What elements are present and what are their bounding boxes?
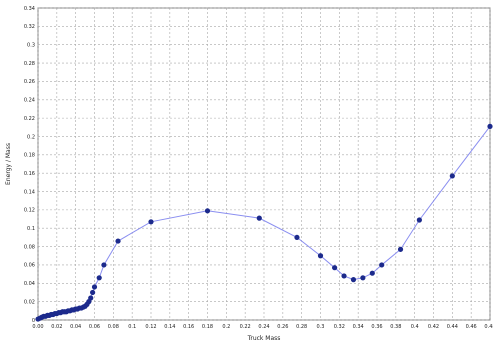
x-tick-label: 0.1 xyxy=(128,324,136,330)
x-tick-label: 0.02 xyxy=(51,324,62,330)
data-point xyxy=(360,275,366,281)
y-tick-label: 0.26 xyxy=(24,79,35,85)
x-tick-label: 0.26 xyxy=(277,324,288,330)
x-tick-label: 0.06 xyxy=(89,324,100,330)
y-tick-label: 0.08 xyxy=(24,244,35,250)
y-tick-label: 0.18 xyxy=(24,153,35,159)
data-point xyxy=(101,262,107,268)
data-point xyxy=(294,234,300,241)
y-tick-label: 0.32 xyxy=(24,24,35,30)
x-tick-label: 0.16 xyxy=(183,324,194,330)
data-point xyxy=(449,173,455,179)
x-tick-label: 0.4 xyxy=(411,324,419,330)
x-axis-ticks: 0.00 0.02 0.04 0.06 0.08 0.1 0.12 0.14 0.16 0.18 0… xyxy=(32,324,493,330)
x-tick-label: 0.48 xyxy=(484,324,493,330)
y-tick-label: 0.22 xyxy=(24,116,35,122)
data-point xyxy=(204,208,211,214)
data-point xyxy=(369,270,375,276)
data-point xyxy=(332,265,338,271)
x-tick-label: 0.22 xyxy=(240,324,251,330)
y-tick-label: 0.28 xyxy=(24,61,35,67)
data-point xyxy=(341,273,347,279)
data-point xyxy=(350,277,357,283)
x-tick-label: 0.34 xyxy=(353,324,364,330)
x-tick-label: 0.00 xyxy=(32,324,43,330)
y-tick-label: 0.1 xyxy=(27,226,35,232)
x-tick-label: 0.12 xyxy=(145,324,156,330)
x-tick-label: 0.2 xyxy=(222,324,230,330)
series-markers xyxy=(35,123,493,322)
y-tick-label: 0 xyxy=(32,318,35,324)
x-tick-label: 0.42 xyxy=(428,324,439,330)
data-point xyxy=(90,289,96,296)
y-tick-label: 0.34 xyxy=(24,6,35,12)
data-point xyxy=(317,253,324,259)
data-point xyxy=(88,295,94,301)
x-tick-label: 0.3 xyxy=(317,324,325,330)
y-tick-label: 0.3 xyxy=(27,43,35,49)
x-tick-label: 0.14 xyxy=(164,324,175,330)
x-axis-title: Truck Mass xyxy=(247,335,281,342)
data-point xyxy=(397,246,404,252)
y-axis-title: Energy / Mass xyxy=(5,143,12,185)
data-point xyxy=(91,284,98,290)
x-tick-label: 0.28 xyxy=(296,324,307,330)
data-point xyxy=(487,123,493,129)
y-axis-ticks: 0 0.02 0.04 0.06 0.08 0.1 0.12 0.14 0.16 0.18 0.2 0… xyxy=(24,6,35,324)
x-tick-label: 0.08 xyxy=(108,324,119,330)
y-tick-label: 0.12 xyxy=(24,208,35,214)
gridlines xyxy=(37,7,491,321)
y-tick-label: 0.2 xyxy=(27,134,35,140)
y-tick-label: 0.24 xyxy=(24,98,35,104)
y-tick-label: 0.02 xyxy=(24,299,35,305)
data-point xyxy=(115,238,121,244)
data-point xyxy=(148,219,154,225)
x-tick-label: 0.18 xyxy=(202,324,213,330)
x-tick-label: 0.36 xyxy=(371,324,382,330)
x-tick-label: 0.04 xyxy=(70,324,81,330)
x-tick-label: 0.44 xyxy=(447,324,458,330)
x-tick-label: 0.38 xyxy=(390,324,401,330)
data-point xyxy=(256,215,262,221)
x-tick-label: 0.46 xyxy=(466,324,477,330)
data-point xyxy=(379,262,385,268)
y-tick-label: 0.06 xyxy=(24,263,35,269)
x-tick-label: 0.32 xyxy=(334,324,345,330)
y-tick-label: 0.16 xyxy=(24,171,35,177)
data-point xyxy=(416,217,422,223)
data-point xyxy=(96,275,102,281)
y-tick-label: 0.04 xyxy=(24,281,35,287)
x-tick-label: 0.24 xyxy=(258,324,269,330)
y-tick-label: 0.14 xyxy=(24,189,35,195)
